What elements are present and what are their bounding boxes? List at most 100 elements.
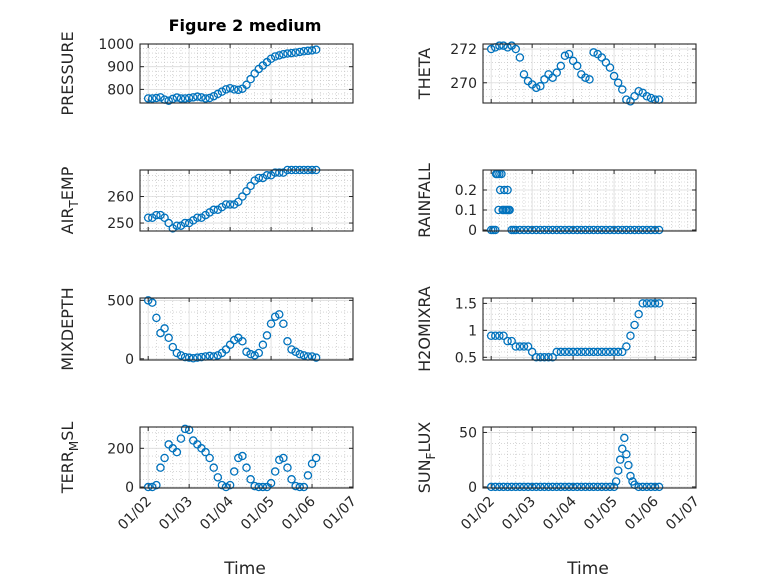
data-point	[148, 94, 157, 103]
axes-box	[482, 169, 697, 232]
data-point	[642, 92, 652, 101]
data-point	[618, 444, 627, 454]
axes-rainfall: 0 0.1 0.2 RAINFALL	[415, 163, 697, 239]
data-point	[201, 447, 210, 457]
data-point	[626, 225, 635, 235]
data-point	[646, 93, 656, 103]
y-tick-label: 0	[125, 352, 134, 368]
figure-title: Figure 2 medium	[169, 16, 322, 35]
data-point	[622, 449, 631, 459]
data-point	[275, 455, 284, 465]
y-tick-label: 0.1	[455, 203, 477, 219]
data-point	[532, 482, 541, 492]
data-point	[540, 353, 549, 362]
y-axis-label: H2OMIXRA	[415, 286, 434, 372]
data-point	[213, 351, 223, 360]
data-point	[581, 347, 590, 357]
y-tick-label: 1000	[98, 37, 134, 53]
data-point	[184, 425, 194, 435]
y-axis-label: PRESSURE	[58, 31, 77, 115]
data-point	[307, 46, 317, 55]
data-point	[630, 225, 639, 235]
x-tick-label: 01/06	[279, 493, 319, 533]
data-point	[544, 482, 553, 492]
data-point	[246, 349, 255, 359]
data-point	[572, 347, 582, 357]
data-point	[544, 225, 553, 235]
data-point	[311, 353, 321, 362]
data-point	[519, 225, 529, 235]
data-point	[650, 299, 660, 308]
data-point	[225, 480, 235, 490]
data-point	[262, 171, 272, 180]
data-point	[275, 51, 284, 60]
data-point	[585, 75, 594, 84]
data-point	[540, 225, 549, 235]
plot-area	[140, 44, 353, 103]
data-point	[176, 434, 186, 443]
data-point	[201, 94, 210, 103]
data-point	[250, 481, 259, 491]
data-point	[581, 73, 590, 82]
data-point	[299, 351, 309, 360]
data-point	[217, 87, 227, 96]
x-tick-label: 01/06	[622, 493, 662, 533]
x-tick-label: 01/05	[238, 494, 278, 534]
data-point	[642, 225, 652, 235]
data-point	[234, 197, 243, 207]
data-point	[556, 347, 566, 357]
axes-air_temp: 250 260 AIRTEMP	[58, 165, 354, 234]
data-point	[556, 482, 566, 492]
data-point	[609, 347, 619, 357]
data-point	[143, 213, 153, 222]
data-point	[613, 466, 623, 475]
data-point	[242, 347, 251, 357]
data-point	[519, 482, 529, 492]
x-tick-label: 01/04	[197, 493, 237, 533]
y-tick-label: 200	[107, 441, 134, 457]
data-point	[143, 296, 153, 305]
data-point	[213, 89, 223, 99]
data-point	[209, 205, 218, 215]
data-point	[560, 482, 570, 492]
data-point	[246, 475, 255, 484]
data-point	[532, 225, 541, 235]
data-point	[295, 47, 304, 57]
data-point	[613, 347, 623, 357]
data-point	[499, 41, 508, 50]
axes-sun_flux: 0 50 01/02 01/03 01/04 01/05 01/06 01/07 SUNFLUX	[415, 422, 703, 534]
data-point	[172, 221, 182, 230]
data-point	[630, 92, 639, 101]
data-point	[180, 352, 190, 362]
data-point	[160, 453, 169, 463]
data-point	[540, 75, 549, 84]
data-point	[486, 44, 496, 54]
data-point	[642, 482, 652, 492]
y-tick-label: 800	[107, 82, 134, 98]
data-point	[168, 342, 178, 352]
y-axis-label: SUNFLUX	[415, 422, 438, 494]
data-point	[626, 331, 635, 340]
y-axis-label: AIRTEMP	[58, 166, 81, 234]
y-tick-label: 0	[468, 223, 477, 239]
x-tick-label: 01/02	[458, 494, 498, 534]
data-point	[650, 482, 660, 492]
data-point	[180, 94, 190, 103]
data-point	[609, 225, 619, 235]
data-point	[209, 463, 218, 472]
data-point	[164, 218, 173, 228]
data-point	[581, 225, 590, 235]
data-point	[152, 93, 161, 103]
y-tick-label: 250	[107, 216, 134, 232]
data-point	[303, 46, 313, 56]
data-point	[572, 61, 582, 71]
data-point	[511, 482, 521, 492]
data-point	[193, 92, 202, 101]
data-point	[193, 353, 202, 362]
data-point	[279, 319, 288, 328]
data-point	[254, 348, 264, 358]
data-point	[287, 345, 296, 354]
axes-terr_msl: 0 200 01/02 01/03 01/04 01/05 01/06 01/07 TERRMS…	[58, 422, 360, 534]
data-point	[143, 482, 153, 492]
